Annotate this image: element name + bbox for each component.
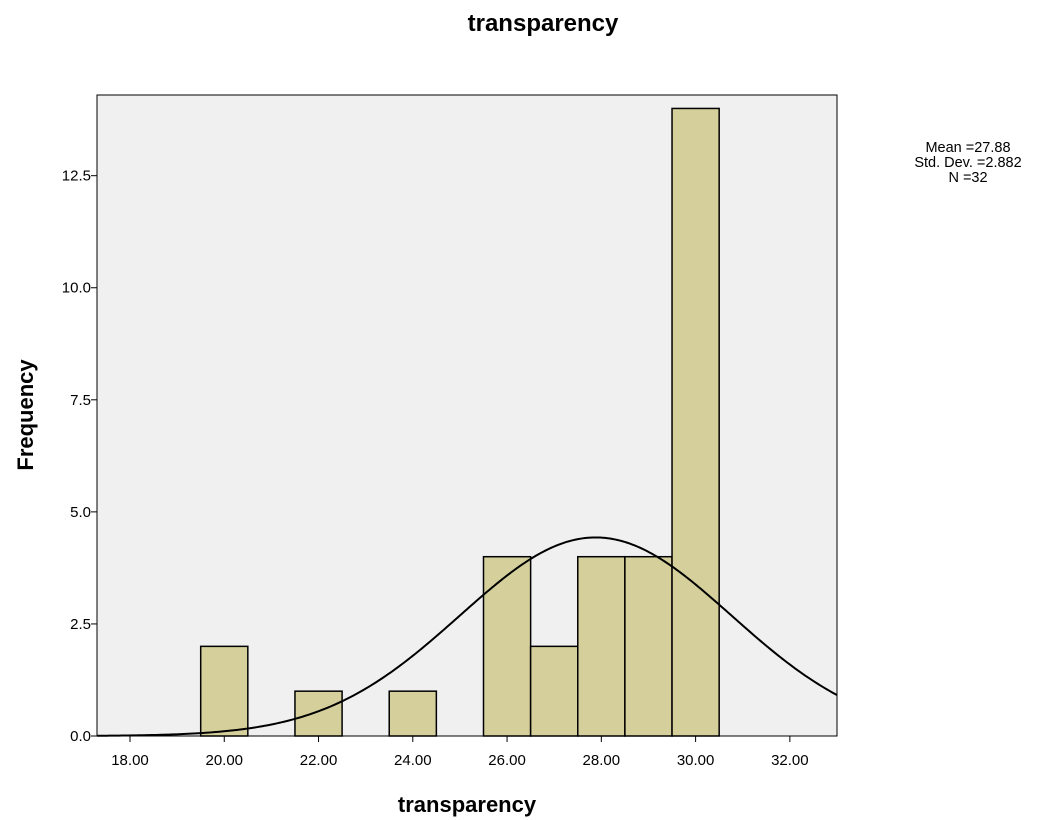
y-tick-label-5: 12.5 — [62, 168, 91, 185]
y-tick-label-4: 10.0 — [62, 280, 91, 297]
histogram-bar-2 — [388, 690, 438, 737]
y-axis-label: Frequency — [13, 359, 38, 471]
histogram-bar-6 — [624, 555, 673, 737]
x-tick-label-2: 22.00 — [300, 752, 338, 769]
stats-line-2: N =32 — [948, 170, 987, 186]
stats-line-0: Mean =27.88 — [925, 140, 1010, 156]
chart-title: transparency — [468, 10, 619, 37]
bars-group — [199, 107, 720, 737]
x-axis-label: transparency — [398, 792, 537, 817]
y-axis: 0.0 2.5 5.0 7.5 10.0 12.5 — [62, 168, 97, 745]
x-tick-label-1: 20.00 — [205, 752, 243, 769]
histogram-bar-0 — [199, 645, 249, 737]
histogram-bar-5 — [577, 555, 626, 737]
x-tick-label-7: 32.00 — [771, 752, 809, 769]
y-tick-label-0: 0.0 — [70, 728, 91, 745]
x-tick-label-6: 30.00 — [677, 752, 715, 769]
y-tick-label-1: 2.5 — [70, 616, 91, 633]
plot-area — [96, 94, 838, 737]
y-tick-label-3: 7.5 — [70, 392, 91, 409]
stats-line-1: Std. Dev. =2.882 — [914, 155, 1021, 171]
x-tick-label-4: 26.00 — [488, 752, 526, 769]
normal-curve — [96, 536, 838, 737]
x-tick-label-0: 18.00 — [111, 752, 149, 769]
x-axis: 18.00 20.00 22.00 24.00 26.00 28.00 30.00 32.00 — [111, 736, 809, 769]
x-tick-label-5: 28.00 — [583, 752, 621, 769]
histogram-bar-3 — [482, 555, 532, 737]
y-tick-label-2: 5.0 — [70, 504, 91, 521]
histogram-bar-1 — [294, 690, 343, 737]
histogram-bar-7 — [671, 107, 720, 737]
x-tick-label-3: 24.00 — [394, 752, 432, 769]
histogram-bar-4 — [529, 645, 579, 737]
